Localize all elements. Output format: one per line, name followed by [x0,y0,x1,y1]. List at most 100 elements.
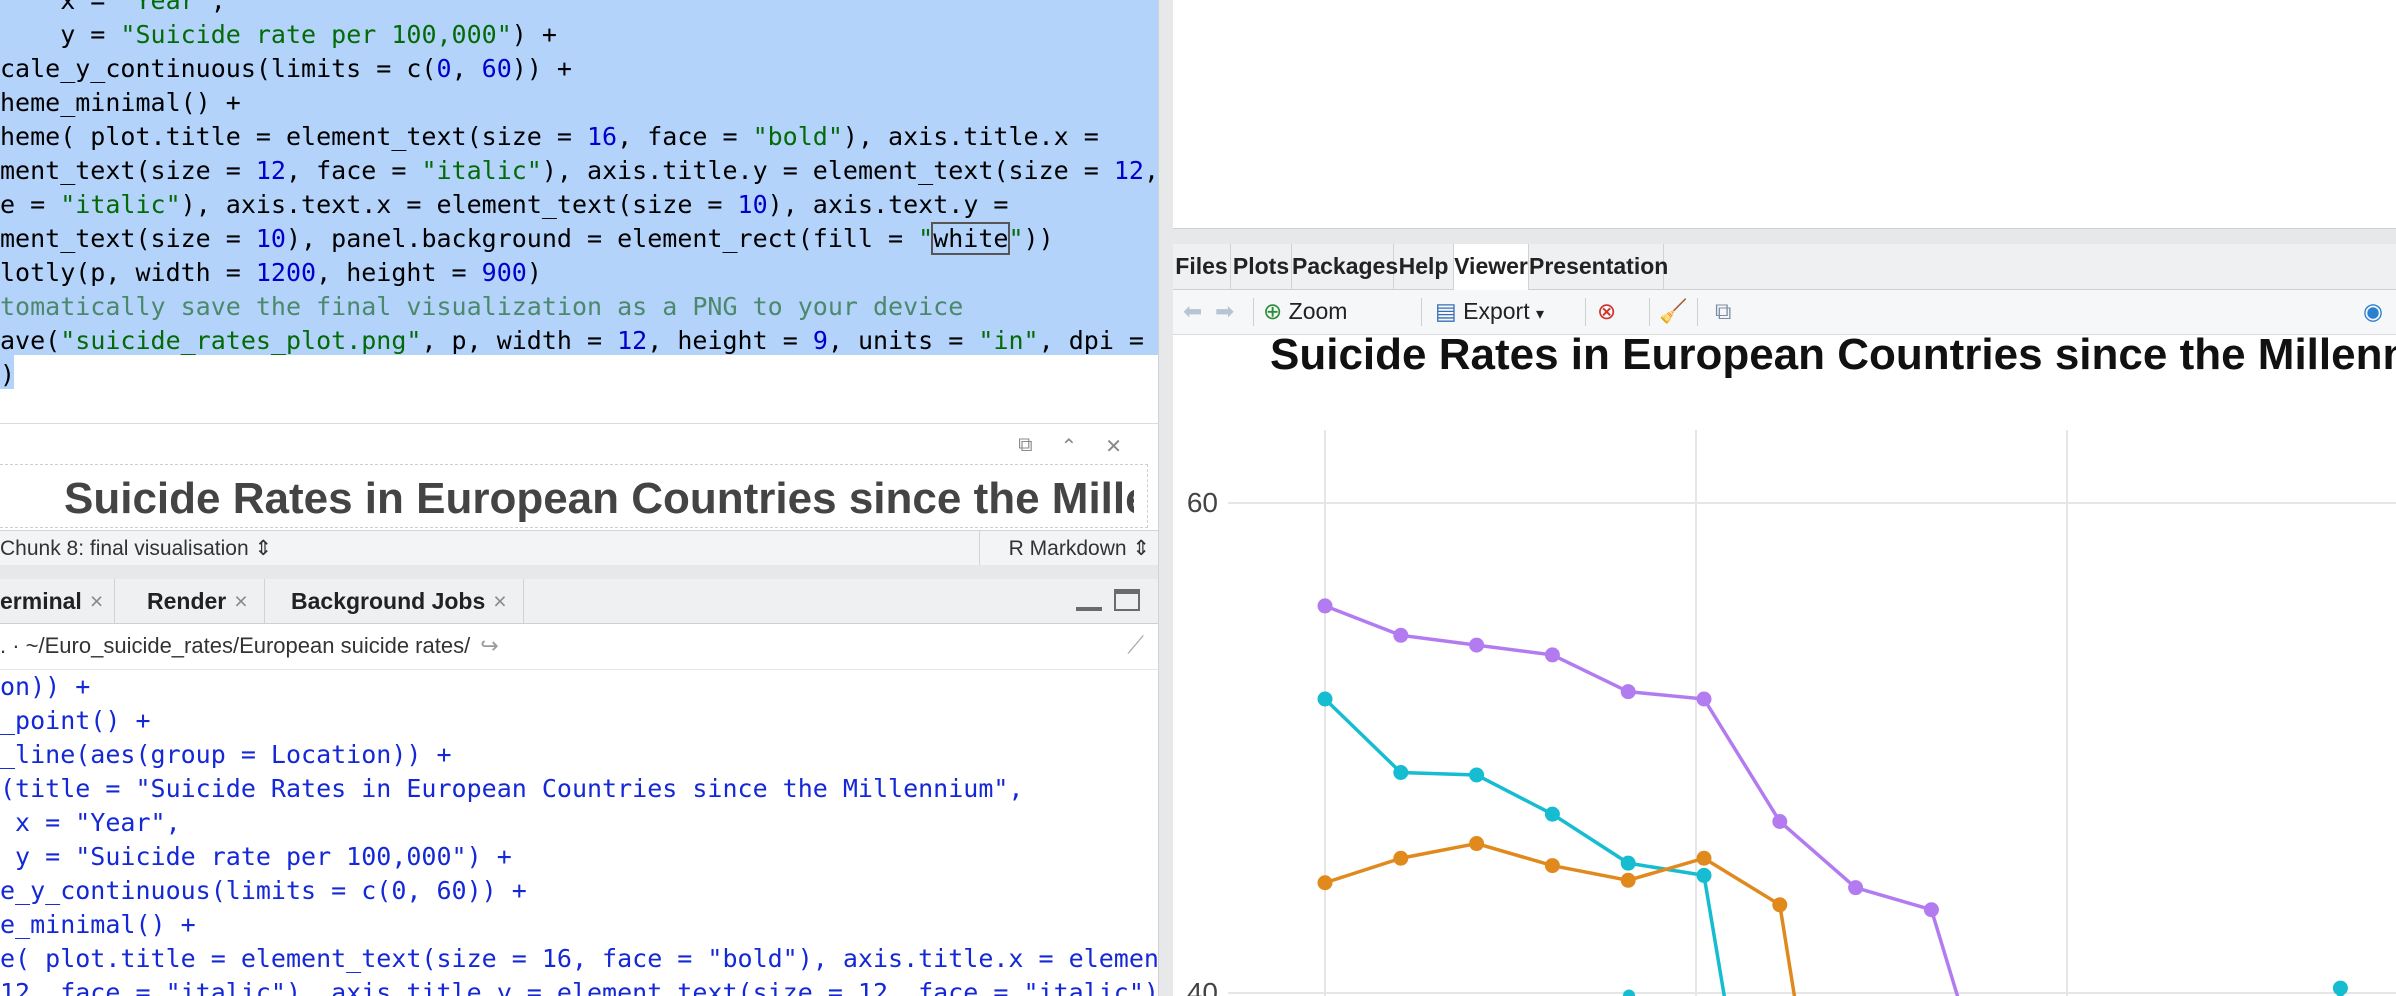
code-token: )) + [511,54,572,83]
vertical-pane-splitter[interactable] [1158,0,1174,996]
zoom-label: Zoom [1288,298,1348,324]
data-point [1544,647,1560,663]
console-line: y = "Suicide rate per 100,000") + [0,842,512,871]
tab-files[interactable]: Files [1173,244,1231,289]
code-token: "italic" [60,190,181,219]
tab-label: Render [147,588,227,614]
data-point [1544,806,1560,822]
data-point [1696,691,1712,707]
data-point [1620,684,1636,700]
y-tick-label: 60 [1187,487,1218,518]
y-tick-label: 40 [1187,977,1218,996]
chunk-output-frame [0,464,1148,528]
forward-arrow-icon[interactable]: ➡ [1215,298,1235,324]
source-editor[interactable]: x = "Year", y = "Suicide rate per 100,00… [0,0,1158,423]
console-line: (title = "Suicide Rates in European Coun… [0,774,1024,803]
close-tab-icon[interactable]: × [493,588,507,614]
pane-splitter[interactable] [0,565,1158,579]
code-token: 1200 [255,258,317,287]
code-token: e = [0,190,61,219]
tab-background-jobs[interactable]: Background Jobs × [275,579,524,623]
code-token: white [931,222,1011,255]
back-arrow-icon[interactable]: ⬅ [1183,298,1203,324]
pane-splitter[interactable] [1173,229,2396,244]
tab-plots[interactable]: Plots [1231,244,1292,289]
chunk-label: Chunk 8: final visualisation [0,537,249,560]
console-line: e_y_continuous(limits = c(0, 60)) + [0,876,527,905]
chunk-preview-title: Suicide Rates in European Countries sinc… [64,474,1134,523]
console-line: on)) + [0,672,91,701]
code-token: 12 [255,156,286,185]
refresh-viewer-icon[interactable]: ◉ [2363,298,2384,324]
code-token: 10 [737,190,768,219]
close-output-icon[interactable]: ✕ [1105,436,1122,458]
language-label: R Markdown [1008,537,1127,560]
code-token: ), axis.text.y = [767,190,1009,219]
code-token: 0 [436,54,452,83]
code-token: "Year" [120,0,211,15]
data-point [1393,765,1409,780]
console-line: e( plot.title = element_text(size = 16, … [0,944,1158,973]
language-selector[interactable]: R Markdown ⇕ [1009,536,1150,561]
series-line-continuation [1702,875,1727,996]
selection-highlight-end [0,355,14,389]
console-tabbar: erminal × Render × Background Jobs × [0,579,1158,624]
show-in-window-icon[interactable]: ⧉ [1715,298,1732,324]
console-line: 12, face = "italic"), axis.title.y = ele… [0,978,1158,996]
code-token: x = [0,0,121,15]
copy-output-icon[interactable]: ⧉ [1018,434,1033,456]
data-point [1696,850,1712,866]
code-token: "in" [978,326,1039,355]
tab-label: erminal [0,588,82,614]
maximize-pane-icon[interactable] [1114,589,1140,611]
code-token: )) [1023,224,1054,253]
chunk-navigator[interactable]: Chunk 8: final visualisation ⇕ [0,536,272,561]
editor-line: ) [0,358,1158,392]
code-token: lotly(p, width = [0,258,256,287]
data-point [1848,880,1864,896]
viewer-plot[interactable]: 40 60 Suicide Rates in European Countries … [1173,335,2396,996]
remove-viewer-icon[interactable]: ⊗ [1597,298,1617,324]
chart-title: Suicide Rates in European Countries sinc… [1270,335,2396,379]
data-point [1317,875,1333,891]
data-point [1623,989,1635,996]
updown-icon: ⇕ [254,537,273,560]
collapse-output-icon[interactable]: ⌃ [1060,436,1078,458]
go-to-directory-icon[interactable]: ↪ [480,633,499,658]
viewer-toolbar: ⬅ ➡ ⊕ Zoom ▤ Export ▾ ⊗ 🧹 ⧉ ◉ [1173,290,2396,335]
console-line: e_minimal() + [0,910,196,939]
minimize-pane-icon[interactable] [1076,589,1102,611]
code-token: ), axis.text.x = element_text(size = [180,190,738,219]
code-token: , [451,54,482,83]
clear-all-broom-icon[interactable]: 🧹 [1659,298,1688,324]
editor-code-lines: x = "Year", y = "Suicide rate per 100,00… [0,0,1158,392]
tab-terminal[interactable]: erminal × [0,579,115,623]
code-token: ) + [511,20,557,49]
viewer-tabbar: Files Plots Packages Help Viewer Present… [1173,244,2396,290]
tab-viewer[interactable]: Viewer [1454,244,1529,290]
close-tab-icon[interactable]: × [89,588,104,614]
code-token: , height = [316,258,482,287]
export-button[interactable]: ▤ Export ▾ [1435,298,1544,325]
close-tab-icon[interactable]: × [234,588,248,614]
zoom-button[interactable]: ⊕ Zoom [1263,298,1347,325]
editor-line: ment_text(size = 12, face = "italic"), a… [0,154,1158,188]
tab-help[interactable]: Help [1394,244,1454,289]
code-token: cale_y_continuous(limits = c( [0,54,437,83]
toolbar-separator [1697,298,1698,326]
code-token: ), panel.background = element_rect(fill … [285,224,919,253]
code-token: 12 [617,326,648,355]
code-token: ment_text(size = [0,224,256,253]
tab-presentation[interactable]: Presentation [1529,244,1668,289]
code-token: " [918,224,934,253]
code-token: 12 [1113,156,1144,185]
code-token: , dpi = [1038,326,1144,355]
code-token: , [210,0,226,15]
console-output[interactable]: on)) + _point() + _line(aes(group = Locati… [0,670,1158,996]
code-token: , [1143,156,1158,185]
tab-render[interactable]: Render × [131,579,265,623]
code-token: ) [0,360,16,389]
clear-console-icon[interactable]: ⟋ [1127,632,1144,659]
tab-packages[interactable]: Packages [1292,244,1398,289]
chunk-output-preview: ⧉ ⌃ ✕ Suicide Rates in European Countrie… [0,423,1158,531]
